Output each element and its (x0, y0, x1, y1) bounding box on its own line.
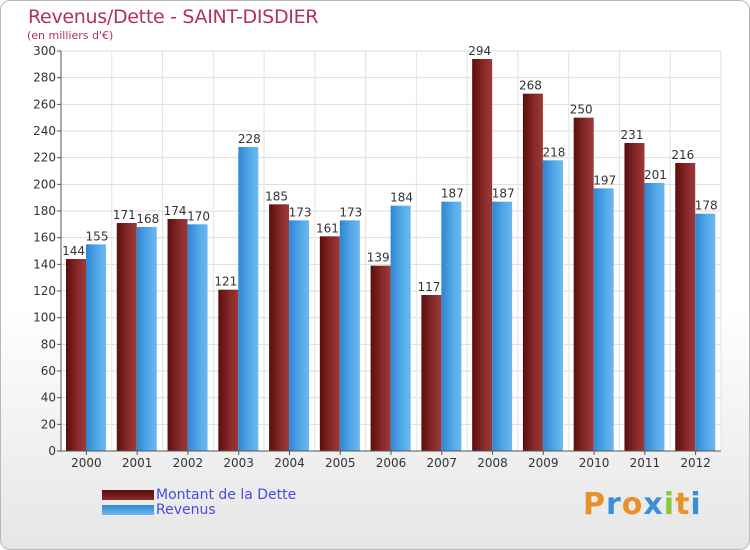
data-label-dette: 216 (671, 148, 694, 162)
bar-revenus (187, 224, 208, 451)
y-tick-label: 100 (33, 311, 56, 325)
data-label-revenus: 197 (593, 173, 616, 187)
logo-letter: i (690, 487, 702, 522)
bar-revenus (289, 220, 310, 451)
bar-dette (421, 295, 442, 451)
y-tick-label: 260 (33, 97, 56, 111)
legend-swatch-debt (102, 490, 154, 500)
y-tick-label: 280 (33, 71, 56, 85)
bar-dette (573, 117, 594, 452)
x-tick-label: 2005 (325, 456, 356, 470)
data-label-revenus: 155 (86, 229, 109, 243)
x-tick-label: 2007 (426, 456, 457, 470)
y-tick-label: 0 (48, 444, 56, 458)
legend-label-debt: Montant de la Dette (156, 487, 297, 503)
bar-dette (116, 223, 137, 451)
bar-dette (269, 204, 290, 451)
x-tick-label: 2012 (680, 456, 711, 470)
x-tick-label: 2000 (71, 456, 102, 470)
data-label-dette: 117 (417, 280, 440, 294)
logo-letter: i (663, 487, 676, 522)
legend-swatch-revenus (102, 505, 154, 515)
legend-item-revenus: Revenus (102, 502, 216, 518)
chart-title: Revenus/Dette - SAINT-DISDIER (28, 6, 319, 28)
y-tick-label: 180 (33, 204, 56, 218)
data-label-revenus: 173 (289, 205, 312, 219)
bar-revenus (86, 244, 106, 451)
bar-revenus (390, 205, 411, 451)
data-label-revenus: 168 (136, 212, 159, 226)
bar-revenus (492, 201, 513, 451)
y-tick-label: 60 (41, 364, 56, 378)
bar-dette (675, 163, 696, 451)
y-tick-label: 240 (33, 124, 56, 138)
data-label-dette: 121 (214, 275, 237, 289)
data-label-dette: 268 (519, 79, 542, 93)
data-label-dette: 185 (265, 189, 288, 203)
legend-item-debt: Montant de la Dette (102, 487, 297, 503)
bar-dette (624, 143, 645, 451)
data-label-dette: 139 (367, 251, 390, 265)
x-tick-label: 2001 (122, 456, 153, 470)
data-label-revenus: 187 (441, 187, 464, 201)
logo-letter: r (606, 487, 622, 522)
x-tick-label: 2009 (528, 456, 559, 470)
bar-revenus (441, 201, 462, 451)
data-label-dette: 144 (62, 244, 85, 258)
bar-dette (522, 93, 543, 452)
x-tick-label: 2010 (579, 456, 610, 470)
bar-revenus (644, 183, 665, 451)
logo-letter: o (621, 487, 644, 522)
y-tick-label: 120 (33, 284, 56, 298)
data-label-revenus: 201 (644, 168, 667, 182)
bar-dette (66, 259, 86, 451)
x-tick-label: 2004 (274, 456, 305, 470)
bar-dette (370, 265, 391, 451)
data-label-dette: 231 (621, 128, 644, 142)
bar-dette (218, 289, 239, 451)
y-tick-label: 220 (33, 151, 56, 165)
logo-letter: t (675, 487, 691, 522)
y-tick-label: 20 (41, 417, 56, 431)
x-tick-label: 2006 (376, 456, 407, 470)
bar-revenus (542, 160, 563, 452)
y-tick-label: 160 (33, 231, 56, 245)
bar-dette (472, 59, 493, 451)
data-label-revenus: 178 (695, 199, 718, 213)
bar-revenus (136, 227, 157, 451)
data-label-dette: 171 (113, 208, 136, 222)
logo-letter: P (583, 487, 606, 522)
data-label-dette: 174 (164, 204, 187, 218)
data-label-revenus: 187 (492, 187, 515, 201)
bar-revenus (339, 220, 360, 451)
x-tick-label: 2011 (630, 456, 661, 470)
x-tick-label: 2003 (223, 456, 254, 470)
data-label-dette: 294 (468, 44, 491, 58)
y-tick-label: 140 (33, 257, 56, 271)
x-tick-label: 2008 (477, 456, 508, 470)
data-label-revenus: 228 (238, 132, 261, 146)
data-label-revenus: 184 (390, 191, 413, 205)
bar-revenus (593, 188, 614, 452)
y-tick-label: 40 (41, 391, 56, 405)
y-tick-label: 300 (33, 44, 56, 58)
data-label-dette: 161 (316, 221, 339, 235)
data-label-revenus: 173 (339, 205, 362, 219)
logo-letter: x (643, 487, 664, 522)
bar-revenus (695, 213, 716, 451)
data-label-revenus: 170 (187, 209, 210, 223)
bar-dette (319, 236, 340, 451)
data-label-revenus: 218 (542, 145, 565, 159)
bar-dette (167, 219, 188, 451)
bar-revenus (238, 147, 259, 451)
legend-label-revenus: Revenus (156, 502, 216, 518)
data-label-dette: 250 (570, 103, 593, 117)
proxiti-logo: Proxiti (583, 487, 702, 522)
y-tick-label: 200 (33, 177, 56, 191)
x-tick-label: 2002 (173, 456, 204, 470)
y-tick-label: 80 (41, 337, 56, 351)
chart-subtitle: (en milliers d'€) (27, 29, 114, 42)
